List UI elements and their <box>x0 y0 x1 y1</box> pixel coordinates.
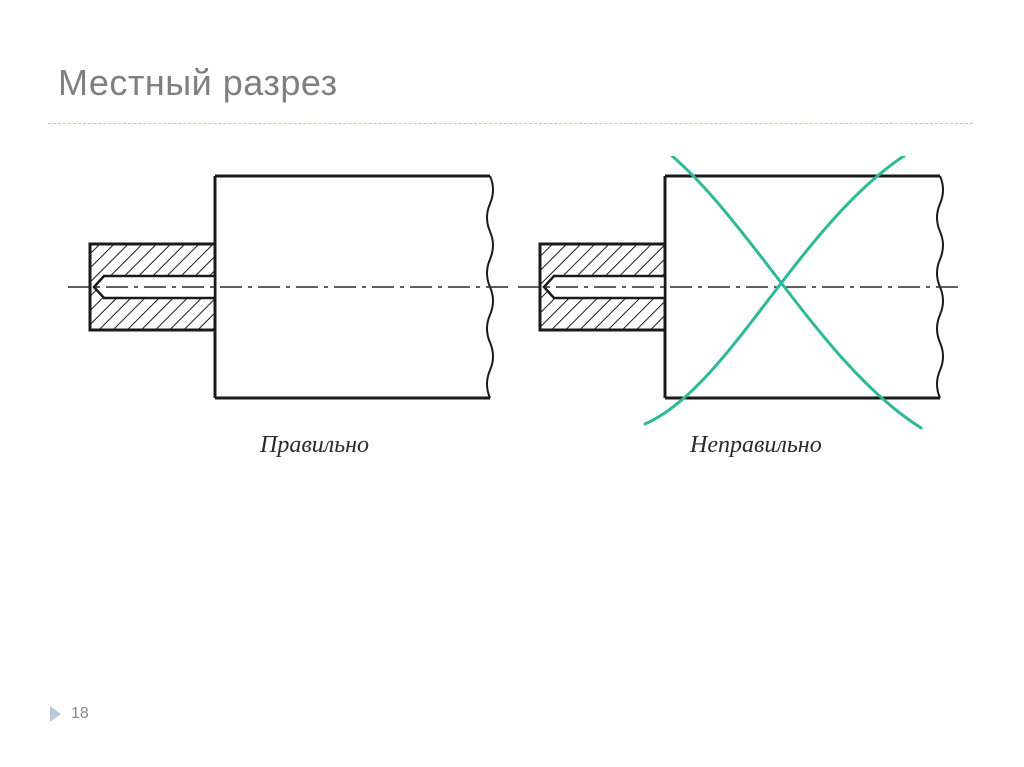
title-underline <box>48 123 973 124</box>
caption-incorrect: Неправильно <box>690 432 822 459</box>
page-title: Местный разрез <box>58 62 338 104</box>
caption-correct: Правильно <box>260 432 369 459</box>
diagram: Правильно Неправильно <box>60 156 970 526</box>
footer-arrow-icon <box>50 706 61 722</box>
page-number: 18 <box>71 705 89 723</box>
footer: 18 <box>50 705 89 723</box>
